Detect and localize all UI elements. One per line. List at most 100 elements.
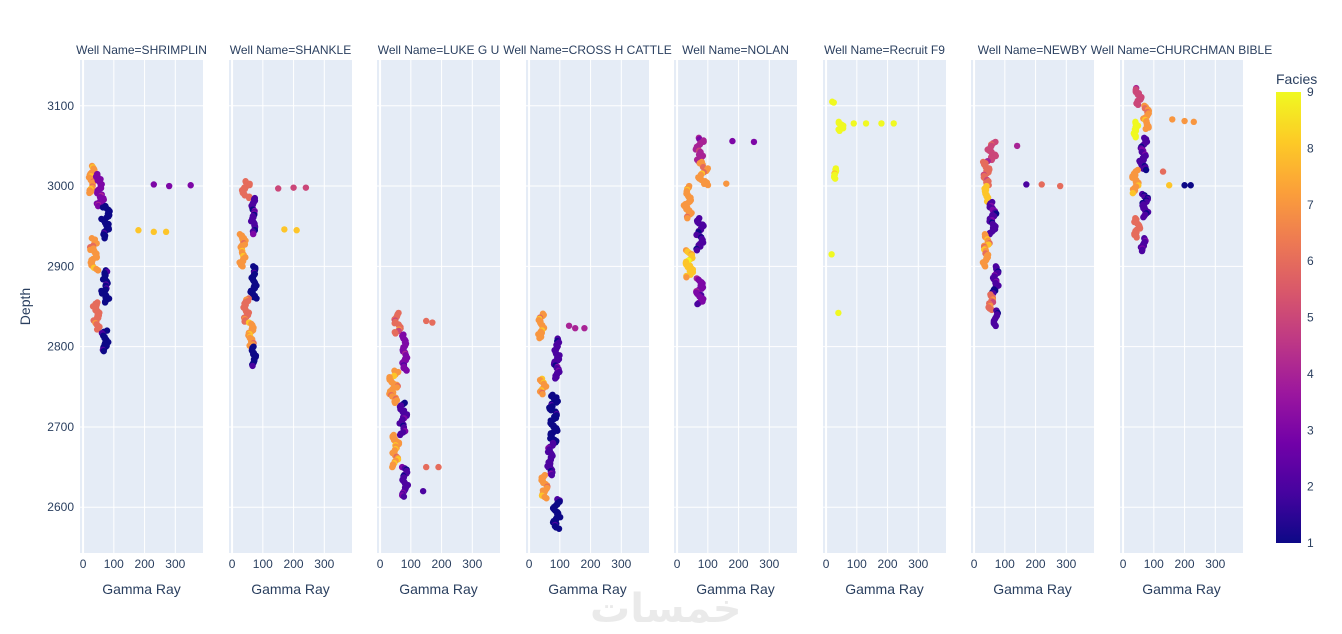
x-tick-label: 0 xyxy=(1120,557,1127,571)
data-point xyxy=(86,189,93,197)
colorbar-tick-label: 6 xyxy=(1307,254,1314,268)
data-points xyxy=(535,310,588,532)
data-point xyxy=(93,326,101,333)
data-point xyxy=(162,228,170,236)
data-point xyxy=(694,300,701,308)
data-point xyxy=(836,127,843,135)
data-point xyxy=(396,431,404,439)
x-tick-label: 100 xyxy=(1144,557,1164,571)
x-tick-label: 0 xyxy=(377,557,384,571)
x-axis-title: Gamma Ray xyxy=(1142,581,1221,597)
facet-title: Well Name=SHANKLE xyxy=(230,43,352,57)
x-axis-title: Gamma Ray xyxy=(548,581,627,597)
x-tick-label: 100 xyxy=(698,557,718,571)
x-axis-title: Gamma Ray xyxy=(251,581,330,597)
data-point xyxy=(862,120,870,127)
data-point xyxy=(565,322,573,329)
plot-background xyxy=(823,60,946,553)
data-point xyxy=(187,182,194,189)
y-tick-label: 2600 xyxy=(47,500,74,514)
data-point xyxy=(392,330,399,337)
y-axis-title: Depth xyxy=(17,288,33,325)
x-tick-label: 0 xyxy=(526,557,533,571)
x-tick-label: 300 xyxy=(165,557,185,571)
data-point xyxy=(981,263,989,270)
facet-panel: 0 100 200 300 Well Name=NOLAN Gamma Ray xyxy=(674,43,797,597)
data-point xyxy=(150,228,157,236)
x-axis-title: Gamma Ray xyxy=(399,581,478,597)
data-point xyxy=(890,120,897,127)
data-point xyxy=(293,227,300,234)
facet-title: Well Name=Recruit F9 xyxy=(824,43,945,57)
data-point xyxy=(555,525,563,532)
facet-title: Well Name=NEWBY xyxy=(978,43,1087,57)
data-point xyxy=(750,138,758,146)
data-point xyxy=(165,182,173,190)
x-tick-label: 100 xyxy=(104,557,124,571)
data-point xyxy=(992,322,999,330)
data-point xyxy=(543,495,550,502)
data-point xyxy=(1190,118,1198,126)
x-tick-label: 100 xyxy=(253,557,273,571)
data-point xyxy=(101,299,109,306)
data-point xyxy=(1159,168,1167,175)
colorbar-tick-label: 1 xyxy=(1307,536,1314,550)
plot-background xyxy=(229,60,352,553)
data-points xyxy=(680,134,758,308)
data-point xyxy=(1140,214,1147,221)
data-point xyxy=(828,251,835,258)
x-axis-title: Gamma Ray xyxy=(993,581,1072,597)
data-point xyxy=(693,247,701,254)
data-point xyxy=(1023,181,1030,188)
x-tick-label: 200 xyxy=(878,557,898,571)
y-tick-label: 2800 xyxy=(47,340,74,354)
facet-title: Well Name=CROSS H CATTLE xyxy=(503,43,672,57)
x-axis-title: Gamma Ray xyxy=(102,581,181,597)
plot-background xyxy=(1120,60,1243,553)
x-tick-label: 0 xyxy=(229,557,236,571)
y-tick-label: 2700 xyxy=(47,420,74,434)
data-point xyxy=(1187,182,1194,189)
x-tick-label: 0 xyxy=(674,557,681,571)
data-point xyxy=(572,324,579,332)
facet-title: Well Name=LUKE G U xyxy=(378,43,499,57)
facet-panel: 0 100 200 300 Well Name=SHRIMPLIN Gamma Ray xyxy=(76,43,207,597)
x-tick-label: 300 xyxy=(1205,557,1225,571)
x-axis-title: Gamma Ray xyxy=(845,581,924,597)
data-point xyxy=(548,471,556,479)
data-point xyxy=(878,120,885,127)
facet-title: Well Name=CHURCHMAN BIBLE xyxy=(1091,43,1272,57)
data-point xyxy=(239,263,246,270)
x-tick-label: 300 xyxy=(759,557,779,571)
colorbar-tick-label: 9 xyxy=(1307,85,1314,99)
data-point xyxy=(403,367,410,374)
data-point xyxy=(723,180,730,187)
x-tick-label: 0 xyxy=(80,557,87,571)
data-point xyxy=(704,181,712,189)
data-point xyxy=(400,493,408,500)
data-point xyxy=(835,309,842,317)
data-point xyxy=(1181,182,1188,189)
facet-panel: 0 100 200 300 Well Name=CROSS H CATTLE Gamma … xyxy=(503,43,672,597)
facet-title: Well Name=SHRIMPLIN xyxy=(76,43,207,57)
y-axis: 2600 2700 2800 2900 3000 3100 Depth xyxy=(17,99,74,514)
data-point xyxy=(290,184,297,191)
data-point xyxy=(423,317,430,325)
data-point xyxy=(101,235,108,242)
data-point xyxy=(249,230,257,238)
data-points xyxy=(828,98,897,317)
x-tick-label: 100 xyxy=(995,557,1015,571)
data-point xyxy=(1166,182,1173,189)
data-point xyxy=(150,181,157,188)
facet-panel: 0 100 200 300 Well Name=SHANKLE Gamma Ray xyxy=(229,43,352,597)
colorbar-tick-label: 5 xyxy=(1307,311,1314,325)
data-point xyxy=(729,137,736,145)
x-tick-label: 200 xyxy=(729,557,749,571)
plot-background xyxy=(674,60,797,553)
data-points xyxy=(979,138,1064,330)
data-point xyxy=(1138,247,1146,255)
data-point xyxy=(423,463,430,471)
data-point xyxy=(100,347,107,355)
data-point xyxy=(683,274,690,281)
data-point xyxy=(135,227,142,234)
